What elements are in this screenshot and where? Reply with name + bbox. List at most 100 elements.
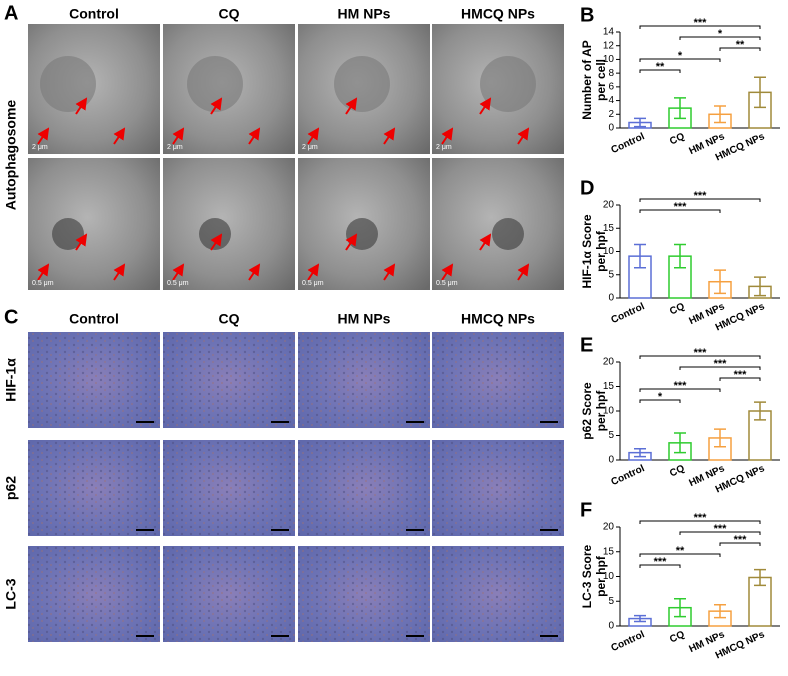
x-tick-label: Control bbox=[610, 131, 647, 156]
y-axis-label: p62 Score bbox=[580, 382, 594, 440]
error-bar bbox=[714, 269, 726, 295]
y-tick-label: 20 bbox=[603, 200, 615, 211]
error-bar bbox=[754, 568, 766, 587]
panel-label: A bbox=[4, 2, 18, 24]
column-label: HMCQ NPs bbox=[461, 6, 535, 22]
significance-label: *** bbox=[674, 201, 688, 213]
arrow bbox=[307, 263, 320, 281]
significance-label: ** bbox=[656, 61, 665, 73]
ihc-texture bbox=[163, 332, 295, 428]
scale-label: 2 μm bbox=[302, 144, 318, 151]
significance-bracket bbox=[639, 198, 761, 202]
y-axis-label: LC-3 Score bbox=[580, 545, 594, 609]
row-label: Autophagosome bbox=[3, 100, 19, 211]
arrow bbox=[383, 127, 396, 145]
scale-label: 2 μm bbox=[167, 144, 183, 151]
y-tick-label: 5 bbox=[608, 430, 614, 441]
column-label: HM NPs bbox=[338, 6, 391, 22]
error-bar bbox=[634, 117, 646, 128]
arrow bbox=[210, 97, 223, 115]
x-tick-label: CQ bbox=[668, 301, 686, 317]
column-label: Control bbox=[69, 311, 119, 327]
arrow bbox=[479, 233, 492, 251]
significance-label: *** bbox=[654, 556, 668, 568]
ihc-texture bbox=[163, 546, 295, 642]
y-tick-label: 12 bbox=[603, 40, 615, 51]
y-tick-label: 8 bbox=[608, 68, 614, 79]
ihc-texture bbox=[298, 440, 430, 536]
cell-structure bbox=[187, 56, 243, 112]
significance-bracket bbox=[679, 36, 761, 40]
error-bar bbox=[754, 276, 766, 297]
significance-label: *** bbox=[694, 17, 708, 29]
column-label: CQ bbox=[219, 6, 240, 22]
y-tick-label: 10 bbox=[603, 406, 615, 417]
x-tick-label: Control bbox=[610, 301, 647, 326]
arrow bbox=[113, 263, 126, 281]
y-tick-label: 10 bbox=[603, 571, 615, 582]
y-tick-label: 15 bbox=[603, 546, 615, 557]
arrow bbox=[37, 127, 50, 145]
significance-label: *** bbox=[694, 190, 708, 202]
error-bar bbox=[714, 428, 726, 448]
column-label: HMCQ NPs bbox=[461, 311, 535, 327]
significance-label: * bbox=[718, 28, 723, 40]
significance-bracket bbox=[639, 388, 721, 392]
ihc-texture bbox=[298, 546, 430, 642]
scale-label: 2 μm bbox=[436, 144, 452, 151]
arrow bbox=[37, 263, 50, 281]
arrow bbox=[479, 97, 492, 115]
x-tick-label: CQ bbox=[668, 131, 686, 147]
arrow bbox=[307, 127, 320, 145]
error-bar bbox=[634, 614, 646, 623]
significance-bracket bbox=[719, 542, 761, 546]
error-bar bbox=[714, 603, 726, 619]
x-tick-label: CQ bbox=[668, 629, 686, 645]
error-bar bbox=[754, 401, 766, 421]
significance-label: *** bbox=[694, 512, 708, 524]
scale-label: 0.5 μm bbox=[32, 280, 54, 287]
significance-bracket bbox=[639, 520, 761, 524]
panel-label: C bbox=[4, 306, 18, 328]
column-label: HM NPs bbox=[338, 311, 391, 327]
panel-label: B bbox=[580, 4, 594, 26]
scale-label: 0.5 μm bbox=[167, 280, 189, 287]
scale-label: 0.5 μm bbox=[436, 280, 458, 287]
error-bar bbox=[674, 432, 686, 454]
arrow bbox=[441, 127, 454, 145]
y-tick-label: 0 bbox=[608, 293, 614, 304]
significance-label: * bbox=[678, 50, 683, 62]
arrow bbox=[172, 263, 185, 281]
y-axis-label: per cell bbox=[594, 59, 608, 101]
significance-bracket bbox=[639, 25, 761, 29]
significance-label: *** bbox=[714, 523, 728, 535]
micrograph bbox=[28, 158, 160, 290]
arrow bbox=[517, 263, 530, 281]
significance-bracket bbox=[639, 399, 681, 403]
ihc-texture bbox=[298, 332, 430, 428]
ihc-texture bbox=[28, 440, 160, 536]
x-tick-label: Control bbox=[610, 463, 647, 488]
row-label: LC-3 bbox=[3, 578, 19, 609]
column-label: CQ bbox=[219, 311, 240, 327]
y-tick-label: 0 bbox=[608, 123, 614, 134]
cell-structure bbox=[492, 218, 524, 250]
arrow bbox=[75, 233, 88, 251]
significance-bracket bbox=[639, 355, 761, 359]
significance-label: ** bbox=[676, 545, 685, 557]
error-bar bbox=[674, 97, 686, 120]
cell-structure bbox=[480, 56, 536, 112]
panel-label: D bbox=[580, 177, 594, 199]
significance-label: *** bbox=[734, 369, 748, 381]
error-bar bbox=[674, 598, 686, 618]
y-tick-label: 20 bbox=[603, 522, 615, 533]
y-tick-label: 20 bbox=[603, 357, 615, 368]
column-label: Control bbox=[69, 6, 119, 22]
y-tick-label: 14 bbox=[603, 27, 615, 38]
cell-structure bbox=[40, 56, 96, 112]
ihc-texture bbox=[28, 546, 160, 642]
significance-bracket bbox=[639, 69, 681, 73]
arrow bbox=[345, 97, 358, 115]
y-tick-label: 0 bbox=[608, 621, 614, 632]
